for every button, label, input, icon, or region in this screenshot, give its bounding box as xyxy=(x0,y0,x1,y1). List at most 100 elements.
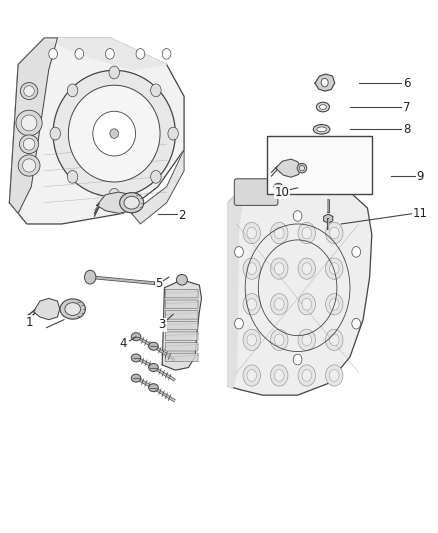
Ellipse shape xyxy=(298,365,315,386)
Ellipse shape xyxy=(329,334,339,346)
Ellipse shape xyxy=(317,127,326,132)
Ellipse shape xyxy=(274,183,283,190)
Ellipse shape xyxy=(149,384,158,392)
Ellipse shape xyxy=(271,365,288,386)
Polygon shape xyxy=(276,159,301,177)
FancyBboxPatch shape xyxy=(165,321,198,330)
Polygon shape xyxy=(10,38,184,224)
Ellipse shape xyxy=(23,139,35,150)
Circle shape xyxy=(106,49,114,59)
Ellipse shape xyxy=(120,192,144,213)
Ellipse shape xyxy=(271,294,288,315)
Polygon shape xyxy=(10,38,57,213)
Ellipse shape xyxy=(275,263,284,274)
Ellipse shape xyxy=(329,298,339,310)
Ellipse shape xyxy=(16,110,42,136)
Circle shape xyxy=(49,49,57,59)
Ellipse shape xyxy=(22,159,35,172)
Ellipse shape xyxy=(275,369,284,381)
Ellipse shape xyxy=(302,227,311,239)
Text: 3: 3 xyxy=(159,319,166,332)
Polygon shape xyxy=(324,214,333,223)
Ellipse shape xyxy=(243,258,261,279)
Ellipse shape xyxy=(329,263,339,274)
Ellipse shape xyxy=(271,258,288,279)
Ellipse shape xyxy=(124,196,139,209)
Ellipse shape xyxy=(302,263,311,274)
Ellipse shape xyxy=(302,298,311,310)
Ellipse shape xyxy=(53,70,175,197)
Text: 10: 10 xyxy=(275,185,290,199)
Ellipse shape xyxy=(243,222,261,244)
Circle shape xyxy=(168,127,178,140)
Ellipse shape xyxy=(18,155,40,176)
Ellipse shape xyxy=(325,222,343,244)
Ellipse shape xyxy=(247,369,257,381)
Polygon shape xyxy=(315,74,335,91)
Ellipse shape xyxy=(110,129,119,139)
Ellipse shape xyxy=(276,185,281,189)
Ellipse shape xyxy=(325,365,343,386)
Ellipse shape xyxy=(20,83,38,100)
Ellipse shape xyxy=(243,329,261,351)
FancyBboxPatch shape xyxy=(165,311,198,319)
Circle shape xyxy=(109,188,120,201)
Ellipse shape xyxy=(65,303,81,316)
Circle shape xyxy=(50,127,60,140)
Polygon shape xyxy=(97,192,136,213)
Ellipse shape xyxy=(275,298,284,310)
Circle shape xyxy=(352,247,360,257)
Ellipse shape xyxy=(302,334,311,346)
Ellipse shape xyxy=(325,329,343,351)
Ellipse shape xyxy=(319,104,326,109)
Ellipse shape xyxy=(298,294,315,315)
Ellipse shape xyxy=(243,294,261,315)
Text: 1: 1 xyxy=(25,316,33,329)
Polygon shape xyxy=(33,298,60,320)
Ellipse shape xyxy=(19,135,39,154)
Circle shape xyxy=(293,211,302,221)
Ellipse shape xyxy=(131,354,141,362)
Polygon shape xyxy=(228,189,243,389)
Ellipse shape xyxy=(298,329,315,351)
Ellipse shape xyxy=(149,342,158,350)
Ellipse shape xyxy=(149,364,158,372)
Text: 4: 4 xyxy=(119,337,127,350)
Circle shape xyxy=(162,49,171,59)
Ellipse shape xyxy=(302,369,311,381)
FancyBboxPatch shape xyxy=(234,179,278,205)
Ellipse shape xyxy=(271,222,288,244)
Circle shape xyxy=(151,84,161,97)
Text: 8: 8 xyxy=(403,123,410,136)
Ellipse shape xyxy=(68,85,160,182)
Ellipse shape xyxy=(271,329,288,351)
Ellipse shape xyxy=(325,294,343,315)
Ellipse shape xyxy=(298,258,315,279)
Bar xyxy=(267,136,372,194)
Polygon shape xyxy=(162,280,201,370)
Circle shape xyxy=(136,49,145,59)
Text: 5: 5 xyxy=(155,277,163,290)
Text: 11: 11 xyxy=(412,207,427,220)
Ellipse shape xyxy=(329,227,339,239)
Ellipse shape xyxy=(329,369,339,381)
Circle shape xyxy=(352,318,360,329)
Ellipse shape xyxy=(247,227,257,239)
Ellipse shape xyxy=(275,227,284,239)
Polygon shape xyxy=(228,181,372,395)
Ellipse shape xyxy=(298,222,315,244)
Ellipse shape xyxy=(297,164,307,173)
Ellipse shape xyxy=(299,165,304,171)
FancyBboxPatch shape xyxy=(165,300,198,309)
Text: 6: 6 xyxy=(403,77,410,90)
Ellipse shape xyxy=(247,263,257,274)
Ellipse shape xyxy=(154,281,159,286)
Ellipse shape xyxy=(21,115,37,131)
Ellipse shape xyxy=(60,299,85,319)
FancyBboxPatch shape xyxy=(165,332,198,341)
Circle shape xyxy=(293,354,302,365)
Ellipse shape xyxy=(247,334,257,346)
Text: 2: 2 xyxy=(178,209,186,222)
Ellipse shape xyxy=(24,86,34,96)
Text: 7: 7 xyxy=(403,101,410,114)
